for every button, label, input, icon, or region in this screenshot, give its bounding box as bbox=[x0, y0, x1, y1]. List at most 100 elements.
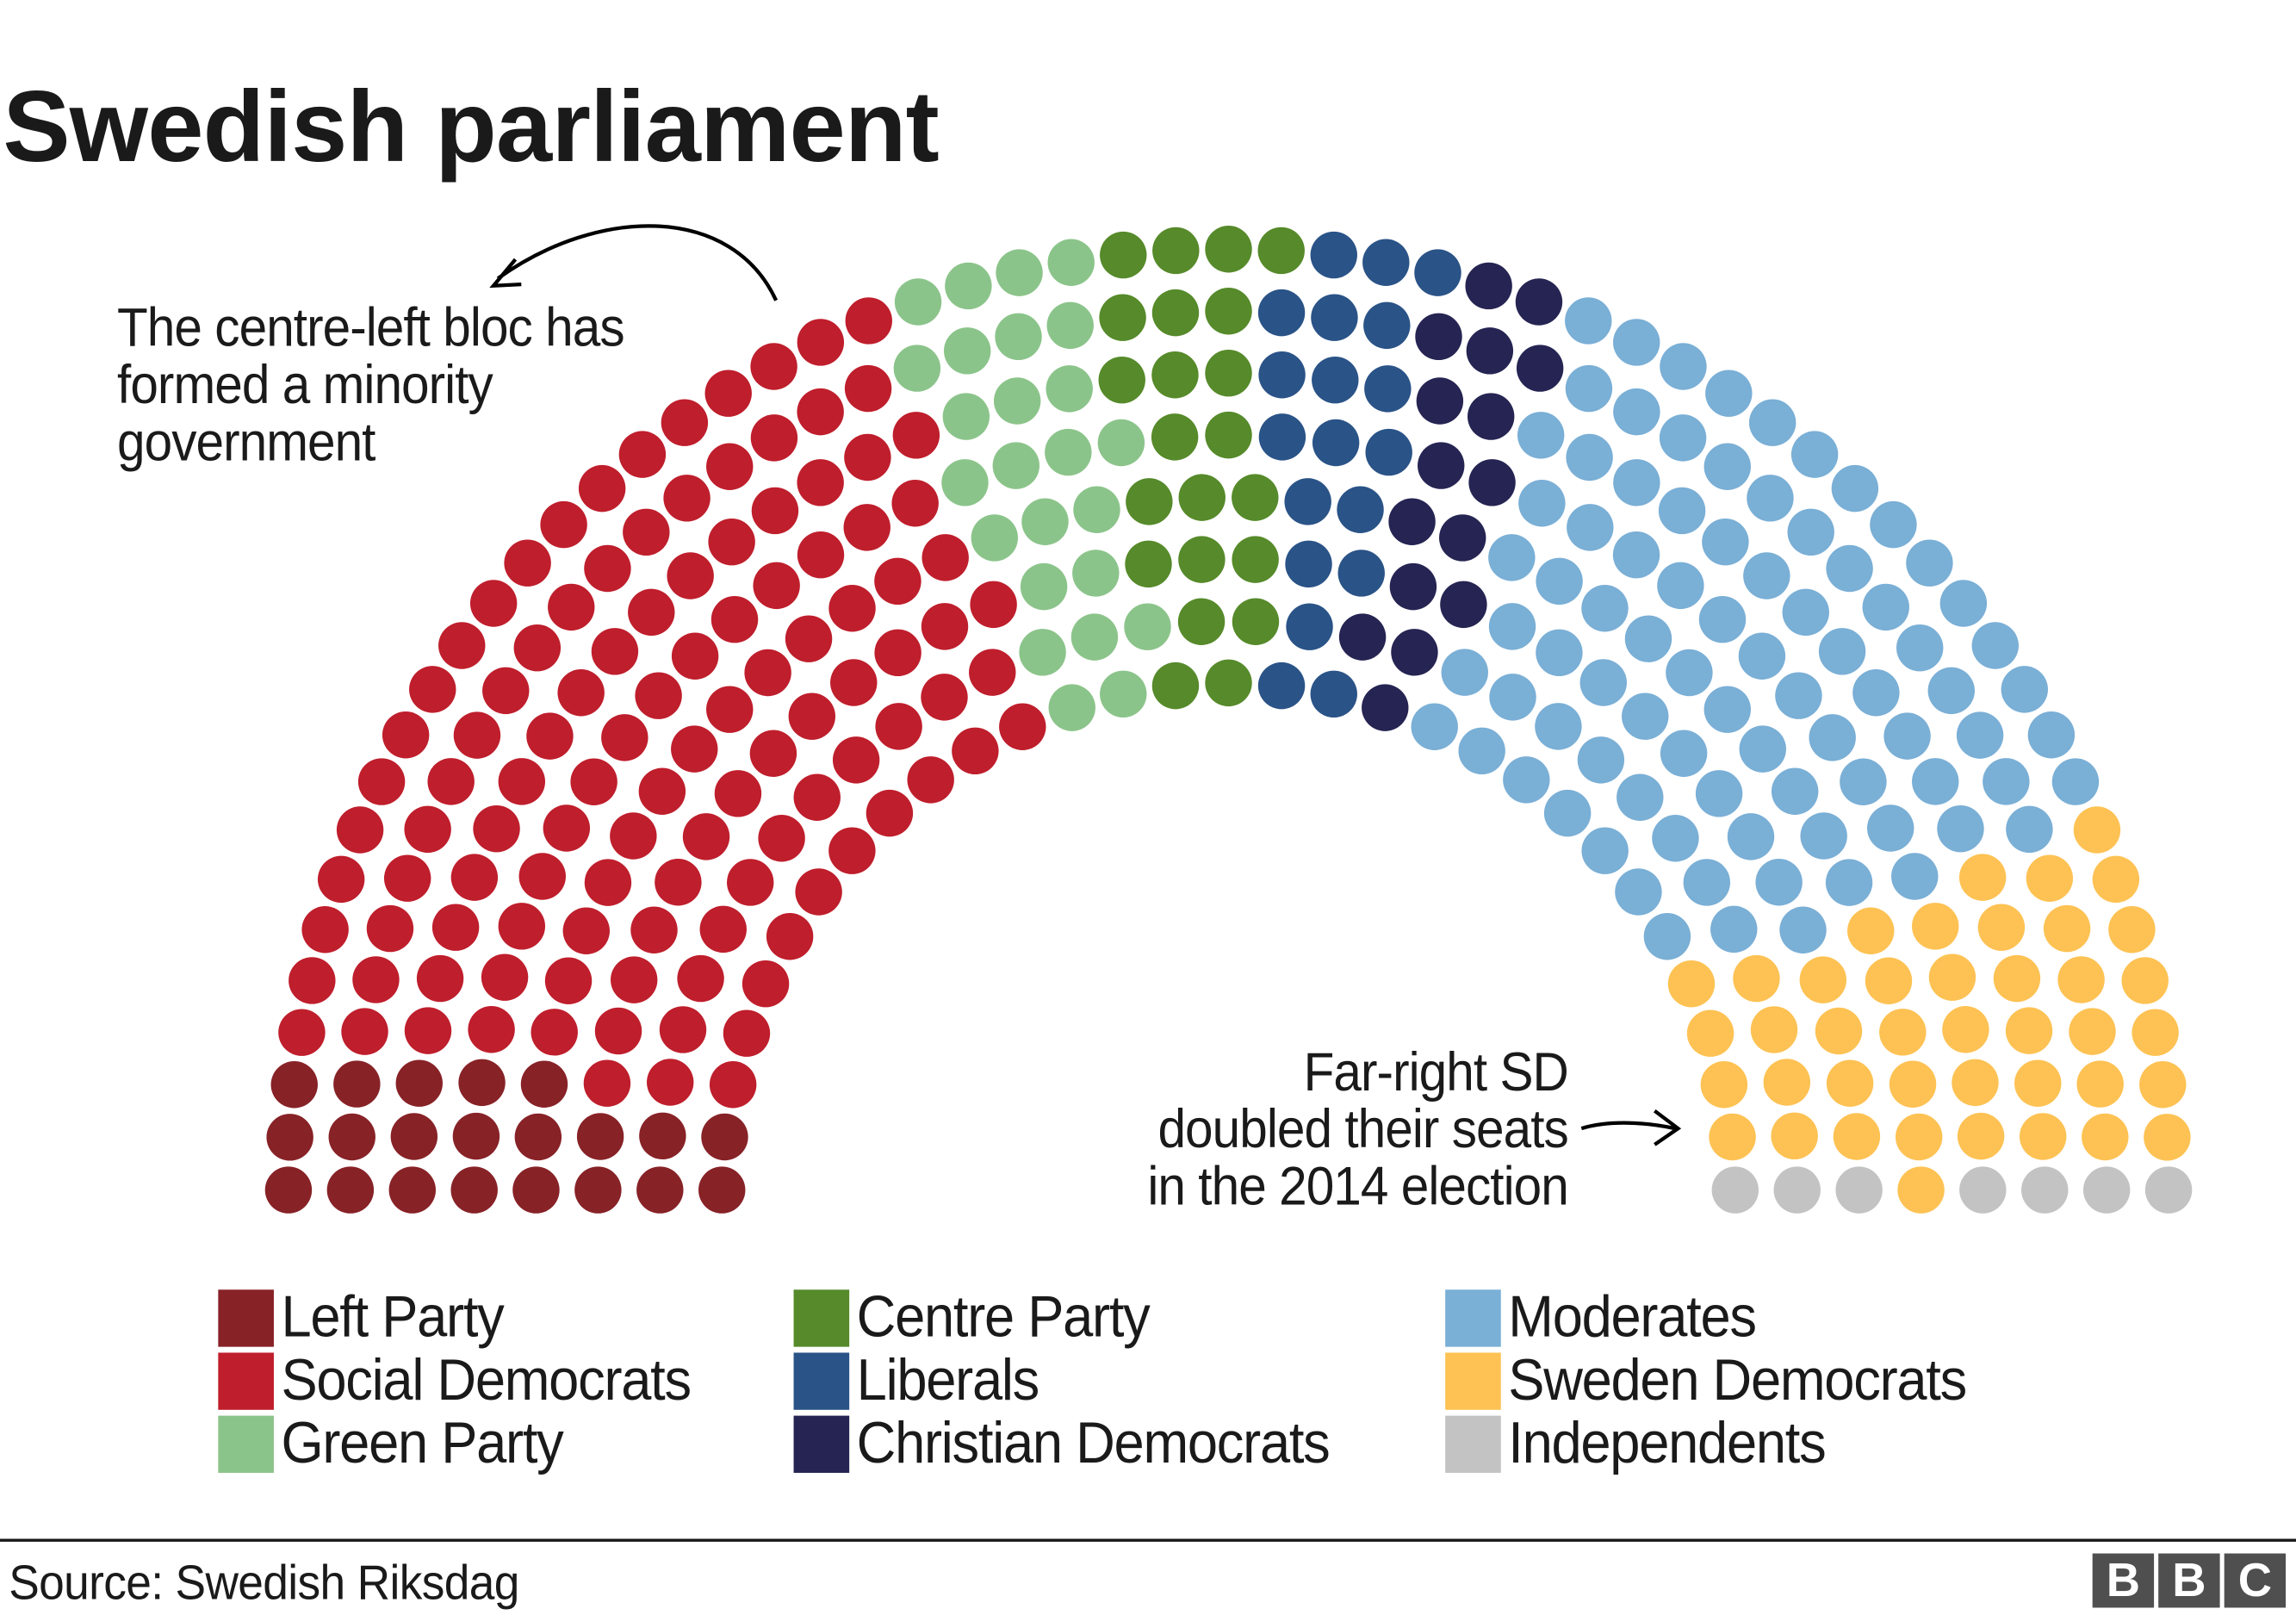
seat-dot bbox=[450, 854, 499, 901]
seat-dot bbox=[1971, 622, 2019, 669]
seat-dot bbox=[1205, 411, 1252, 459]
seat-dot bbox=[2026, 854, 2074, 902]
seat-dot bbox=[1070, 613, 1119, 661]
seat-dot bbox=[1710, 905, 1758, 953]
seat-dot bbox=[1100, 231, 1147, 279]
seat-dot bbox=[574, 1166, 622, 1214]
seat-dot bbox=[317, 855, 365, 904]
seat-dot bbox=[468, 1006, 515, 1053]
seat-dot bbox=[1232, 598, 1280, 645]
seat-dot bbox=[431, 904, 480, 951]
seat-dot bbox=[1535, 703, 1582, 750]
seat-dot bbox=[875, 703, 922, 750]
seat-dot bbox=[1258, 413, 1306, 461]
seat-dot bbox=[570, 758, 617, 805]
seat-dot bbox=[1365, 428, 1412, 476]
seat-dot bbox=[1337, 550, 1385, 597]
seat-dot bbox=[1658, 487, 1706, 535]
seat-dot bbox=[1612, 531, 1660, 579]
seat-dot bbox=[1048, 684, 1095, 731]
seat-dot bbox=[793, 773, 841, 821]
seat-dot bbox=[1257, 662, 1306, 710]
seat-dot bbox=[941, 459, 989, 506]
legend-label: Sweden Democrats bbox=[1508, 1348, 1967, 1413]
seat-dot bbox=[1747, 475, 1794, 522]
seat-dot bbox=[1906, 539, 1953, 587]
seat-dot bbox=[1831, 464, 1879, 512]
seat-dot bbox=[969, 649, 1016, 696]
seat-dot bbox=[1072, 550, 1120, 597]
seat-dot bbox=[2051, 758, 2100, 805]
seat-dot bbox=[1073, 486, 1120, 533]
seat-dot bbox=[1771, 1112, 1818, 1160]
seat-dot bbox=[543, 804, 591, 852]
legend-item-moderates: Moderates bbox=[1445, 1285, 2060, 1350]
seat-dot bbox=[682, 813, 730, 860]
seat-dot bbox=[514, 1113, 562, 1161]
seat-dot bbox=[584, 859, 632, 906]
seat-dot bbox=[1779, 906, 1827, 953]
seat-dot bbox=[708, 518, 755, 566]
legend-swatch bbox=[218, 1352, 274, 1410]
seat-dot bbox=[628, 588, 675, 637]
seat-dot bbox=[1046, 301, 1094, 350]
seat-dot bbox=[1536, 557, 1583, 606]
seat-dot bbox=[591, 628, 639, 675]
seat-dot bbox=[1286, 603, 1333, 650]
seat-dot bbox=[1702, 518, 1749, 566]
seat-dot bbox=[2005, 1007, 2053, 1054]
seat-dot bbox=[2001, 666, 2048, 713]
seat-dot bbox=[1488, 603, 1536, 650]
seat-dot bbox=[1441, 649, 1488, 696]
seat-dot bbox=[992, 442, 1040, 489]
seat-dot bbox=[1205, 659, 1252, 707]
legend-swatch bbox=[218, 1415, 274, 1473]
seat-dot bbox=[1891, 853, 1939, 900]
legend-label: Social Democrats bbox=[281, 1348, 692, 1413]
seat-dot bbox=[453, 711, 501, 759]
seat-dot bbox=[874, 557, 922, 606]
seat-dot bbox=[922, 534, 969, 581]
seat-dot bbox=[1865, 957, 1913, 1005]
seat-dot bbox=[1503, 756, 1550, 804]
seat-dot bbox=[1458, 727, 1505, 775]
seat-dot bbox=[704, 370, 752, 417]
seat-dot bbox=[1733, 954, 1780, 1003]
seat-dot bbox=[328, 1113, 375, 1161]
seat-dot bbox=[727, 859, 774, 906]
seat-dot bbox=[1567, 504, 1614, 551]
annotation-centre-left: The centre-left bloc has formed a minori… bbox=[117, 297, 625, 472]
seat-dot bbox=[1624, 615, 1672, 662]
seat-dot bbox=[667, 552, 714, 599]
seat-dot bbox=[1895, 1113, 1943, 1161]
seat-dot bbox=[2108, 906, 2156, 953]
seat-dot bbox=[513, 624, 562, 672]
seat-dot bbox=[1177, 598, 1226, 645]
seat-dot bbox=[1257, 227, 1305, 275]
seat-dot bbox=[333, 1060, 381, 1108]
seat-dot bbox=[404, 1007, 452, 1054]
seat-dot bbox=[1705, 370, 1753, 417]
seat-dot bbox=[1773, 1166, 1821, 1214]
seat-dot bbox=[845, 297, 892, 345]
seat-dot bbox=[452, 1112, 500, 1160]
seat-dot bbox=[1622, 693, 1669, 740]
seat-dot bbox=[610, 812, 657, 860]
seat-dot bbox=[1097, 419, 1145, 467]
seat-dot bbox=[1711, 1166, 1759, 1214]
seat-dot bbox=[1100, 670, 1147, 718]
seat-dot bbox=[1835, 1166, 1883, 1214]
seat-dot bbox=[1977, 904, 2026, 951]
seat-dot bbox=[1312, 356, 1359, 404]
seat-dot bbox=[1952, 1059, 1999, 1107]
seat-dot bbox=[661, 399, 709, 446]
seat-dot bbox=[1782, 588, 1829, 637]
seat-dot bbox=[1515, 278, 1563, 326]
seat-dot bbox=[1581, 585, 1629, 632]
seat-dot bbox=[1232, 536, 1279, 583]
seat-dot bbox=[797, 459, 844, 506]
seat-dot bbox=[671, 632, 719, 680]
seat-dot bbox=[1364, 365, 1412, 413]
seat-dot bbox=[482, 667, 530, 715]
seat-dot bbox=[562, 907, 610, 954]
